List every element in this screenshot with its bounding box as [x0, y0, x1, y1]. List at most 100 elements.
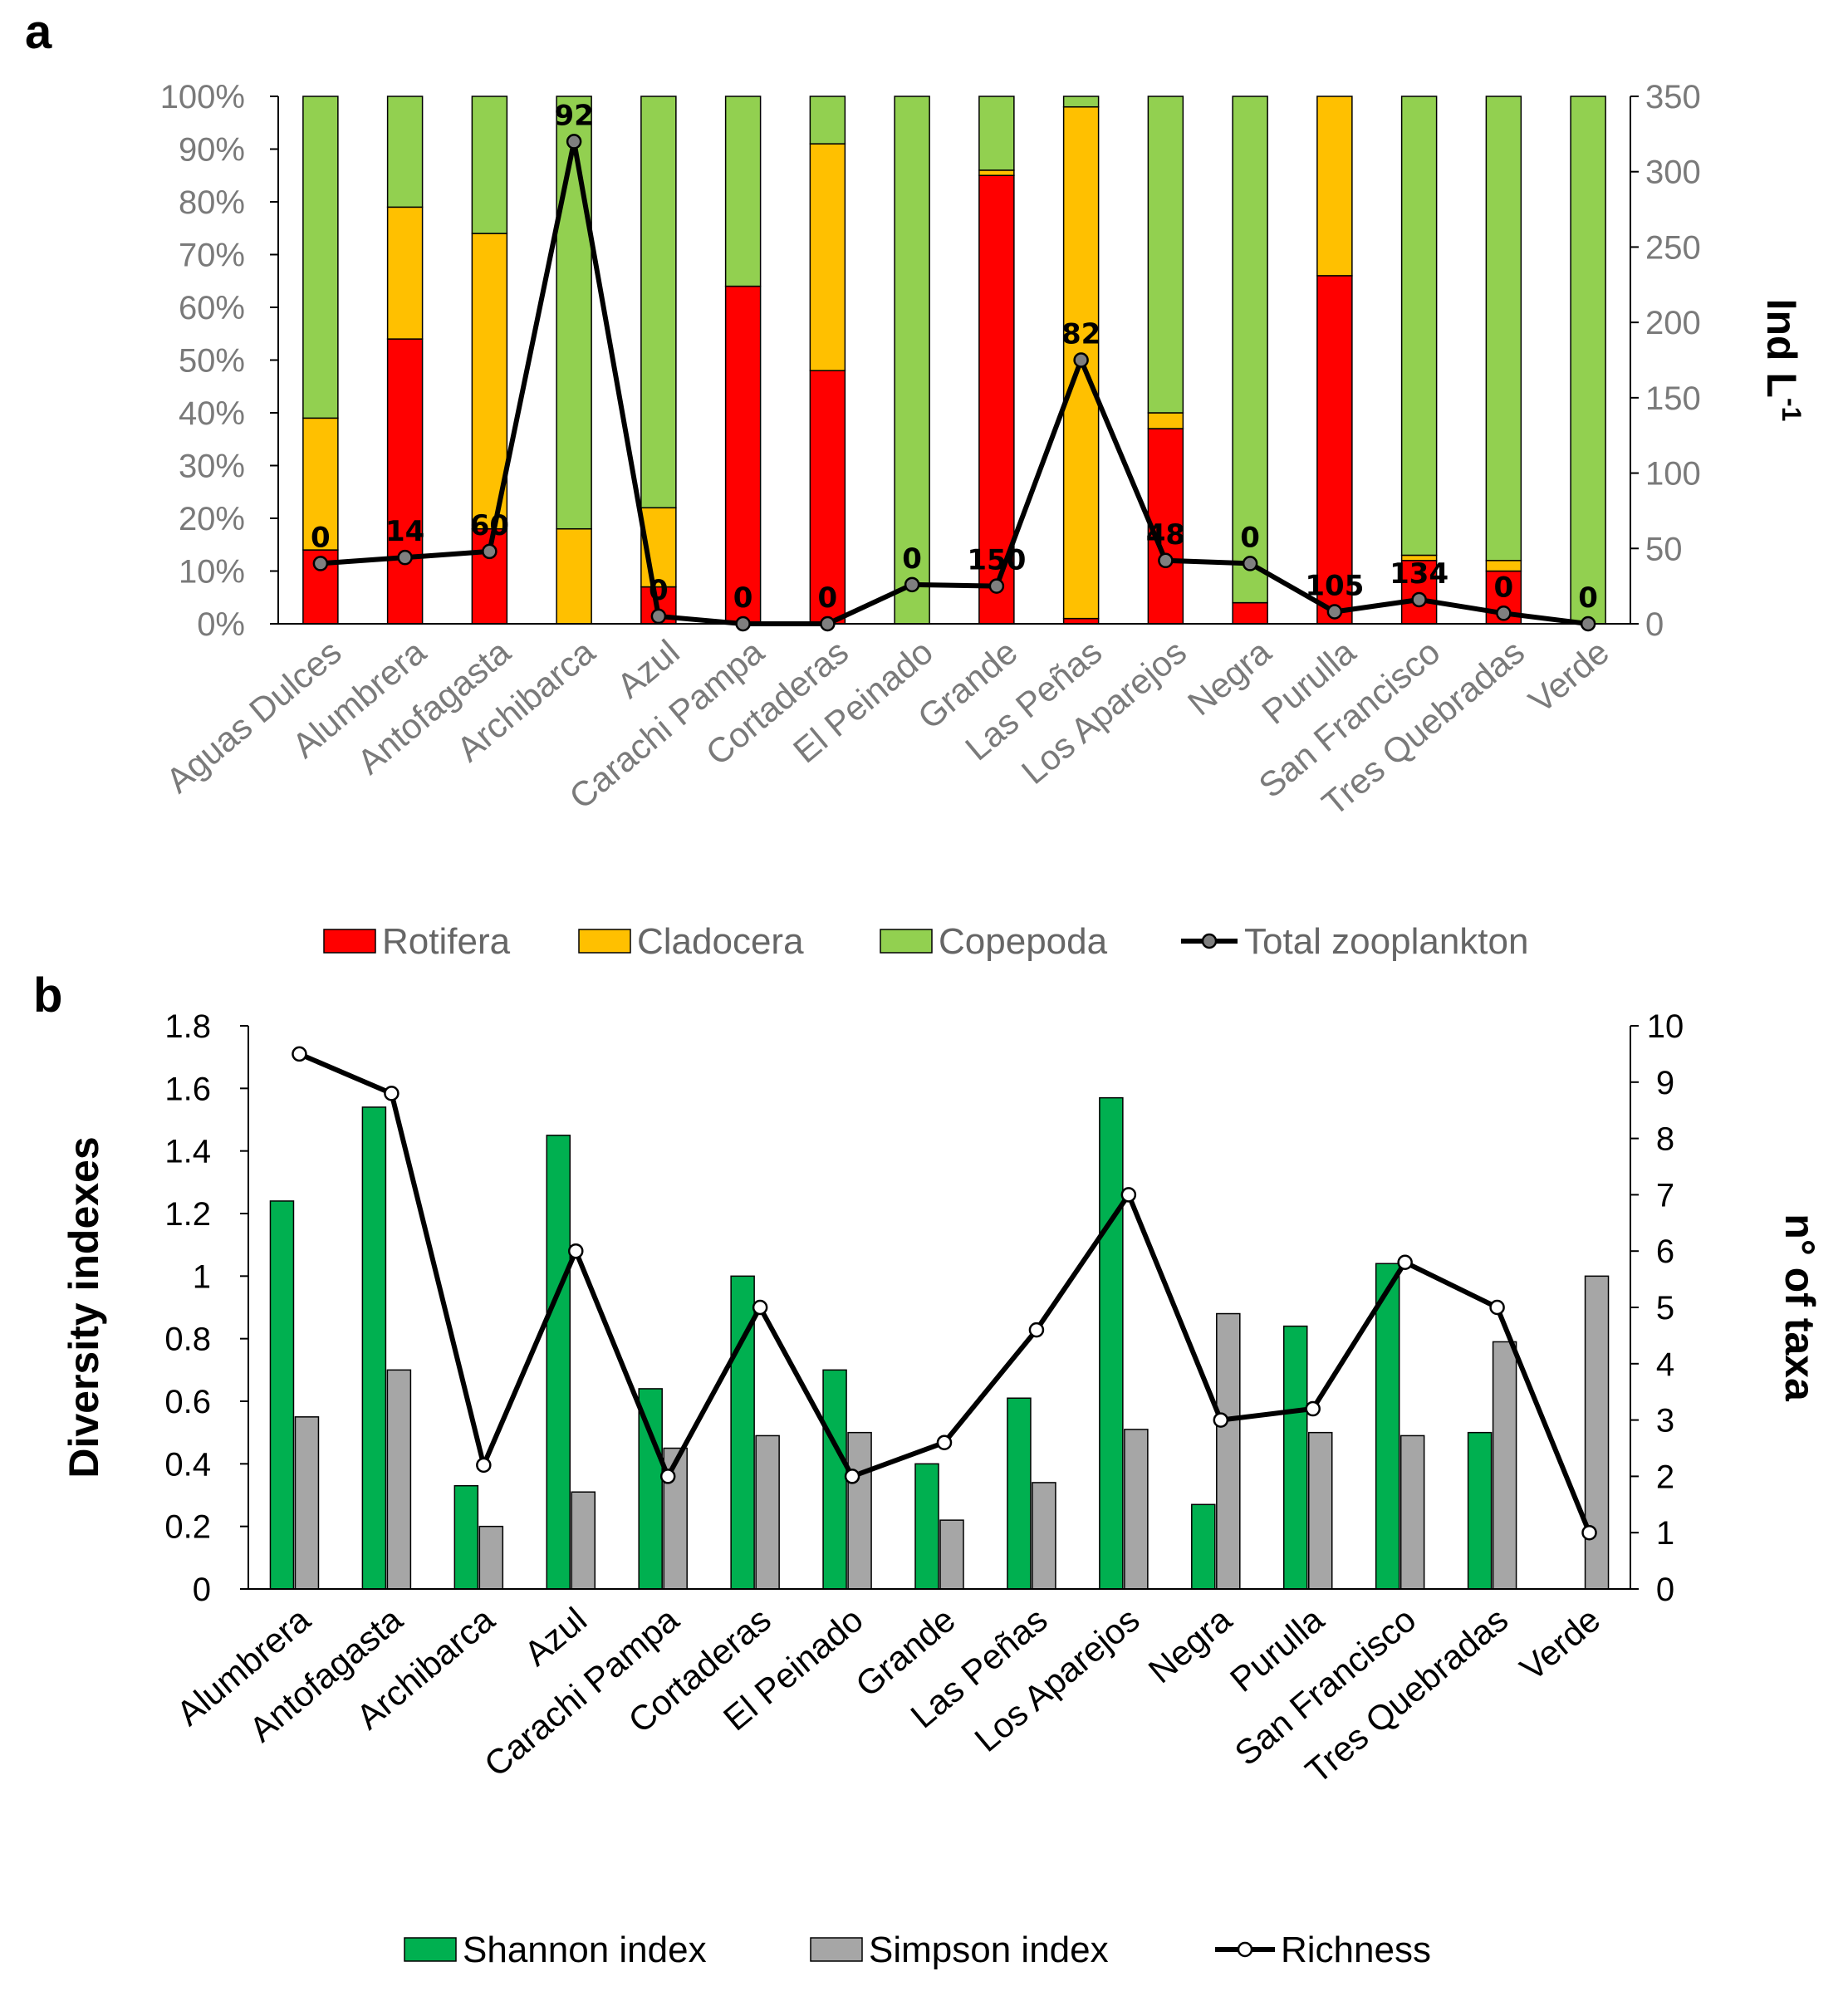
point-total-zooplankton-purulla [1326, 604, 1343, 620]
point-richness-negra [1213, 1412, 1229, 1428]
point-total-zooplankton-tres-quebradas [1496, 606, 1512, 621]
y-right-tick-label: 350 [1645, 79, 1701, 115]
bar-shannon-index-el-peinado [822, 1369, 847, 1590]
bar-copepoda-archibarca [556, 96, 592, 530]
data-label-las-penas: 82 [1061, 318, 1100, 351]
point-richness-cortaderas [752, 1299, 768, 1316]
legend-label-simpson-index: Simpson index [869, 1930, 1109, 1970]
y-left-tick-label: 60% [179, 290, 245, 326]
point-richness-tres-quebradas [1489, 1299, 1505, 1316]
y-right-tick-label: 2 [1656, 1459, 1674, 1495]
data-label-aguas-dulces: 0 [311, 521, 331, 554]
y-right-tick-label: 250 [1645, 229, 1701, 266]
data-label-san-francisco: 134 [1390, 557, 1448, 591]
point-richness-archibarca [476, 1457, 492, 1474]
legend-label-total-zooplankton: Total zooplankton [1244, 921, 1528, 962]
y-right-tick-label: 50 [1645, 531, 1683, 567]
point-total-zooplankton-negra [1242, 556, 1258, 571]
y-right-tick-label: 5 [1656, 1290, 1674, 1327]
bar-copepoda-azul [640, 96, 677, 509]
bar-shannon-index-los-aparejos [1099, 1096, 1124, 1590]
bar-cladocera-archibarca [556, 527, 592, 625]
point-total-zooplankton-archibarca [566, 134, 582, 150]
data-label-azul: 0 [649, 574, 669, 607]
bar-simpson-index-los-aparejos [1124, 1429, 1149, 1590]
data-label-verde: 0 [1578, 581, 1598, 615]
point-total-zooplankton-los-aparejos [1158, 552, 1174, 569]
bar-copepoda-grande [978, 96, 1015, 171]
bar-shannon-index-purulla [1282, 1325, 1308, 1590]
bar-rotifera-los-aparejos [1147, 428, 1184, 625]
legend-marker-total-zooplankton [1201, 933, 1218, 949]
y-left-tick-label: 0.8 [164, 1322, 211, 1358]
bar-copepoda-el-peinado [894, 96, 930, 625]
point-richness-san-francisco [1397, 1254, 1413, 1271]
chart-panel-b: 0 0.2 0.4 0.6 0.8 1 1.2 1.4 1.6 1.8 0 1 2 3 4 5 6 7 8 9 10 Di… [61, 1008, 1823, 1970]
bar-shannon-index-grande [914, 1463, 939, 1590]
point-total-zooplankton-antofagasta [482, 543, 498, 560]
point-richness-carachi-pampa [659, 1469, 676, 1484]
bar-cladocera-antofagasta [471, 233, 508, 530]
y-right-tick-label: 150 [1645, 380, 1701, 417]
y-left-tick-label: 0 [193, 1572, 211, 1608]
point-richness-las-penas [1028, 1322, 1045, 1338]
point-total-zooplankton-cortaderas [820, 615, 836, 632]
data-label-tres-quebradas: 0 [1494, 571, 1514, 604]
data-label-cortaderas: 0 [818, 581, 838, 615]
y-left-tick-label: 1.2 [164, 1196, 211, 1233]
bar-copepoda-san-francisco [1400, 96, 1438, 557]
y-left-tick-label: 1.6 [164, 1071, 211, 1107]
legend-swatch-copepoda [880, 929, 933, 954]
point-total-zooplankton-aguas-dulces [312, 556, 329, 571]
bar-cladocera-aguas-dulces [302, 417, 339, 551]
y-left-tick-label: 20% [179, 501, 245, 537]
point-richness-alumbrera [292, 1046, 307, 1062]
bar-cladocera-grande [978, 169, 1015, 176]
bar-simpson-index-tres-quebradas [1492, 1341, 1517, 1590]
bar-simpson-index-san-francisco [1399, 1434, 1425, 1590]
point-total-zooplankton-azul [650, 608, 667, 625]
y-left-tick-label: 80% [179, 184, 245, 221]
data-label-el-peinado: 0 [902, 542, 922, 576]
bar-shannon-index-negra [1191, 1503, 1216, 1590]
bar-simpson-index-negra [1216, 1312, 1241, 1590]
y-left-tick-label: 100% [160, 79, 245, 115]
legend-swatch-shannon-index [404, 1937, 457, 1962]
y-left-tick-label: 50% [179, 343, 245, 380]
bar-shannon-index-antofagasta [361, 1106, 387, 1590]
y-axis-left-title: Diversity indexes [61, 1136, 107, 1478]
bar-copepoda-los-aparejos [1147, 96, 1184, 414]
bar-simpson-index-cortaderas [755, 1434, 780, 1590]
y-right-tick-label: 10 [1647, 1008, 1684, 1045]
y-left-tick-label: 30% [179, 449, 245, 485]
bar-copepoda-antofagasta [471, 96, 508, 234]
y-right-tick-label: 100 [1645, 456, 1701, 493]
point-total-zooplankton-carachi-pampa [735, 615, 751, 632]
legend-label-rotifera: Rotifera [382, 921, 511, 962]
bar-shannon-index-tres-quebradas [1467, 1431, 1493, 1590]
bar-simpson-index-las-penas [1032, 1482, 1056, 1590]
bar-cladocera-alumbrera [386, 206, 424, 340]
y-left-tick-label: 1 [193, 1258, 211, 1295]
y-right-tick-label: 7 [1656, 1177, 1674, 1214]
legend-label-copepoda: Copepoda [939, 921, 1108, 962]
y-right-tick-label: 4 [1656, 1346, 1674, 1383]
point-richness-purulla [1305, 1400, 1321, 1417]
y-left-tick-label: 1.4 [164, 1134, 211, 1170]
y-left-tick-label: 40% [179, 395, 245, 432]
bar-simpson-index-antofagasta [386, 1369, 412, 1590]
y-axis-right-title: n° of taxa [1777, 1214, 1823, 1402]
y-right-tick-label: 9 [1656, 1065, 1674, 1101]
line-total-zooplankton [320, 139, 1589, 626]
legend-swatch-rotifera [323, 929, 376, 954]
bar-shannon-index-archibarca [453, 1484, 479, 1590]
y-right-tick-label: 200 [1645, 305, 1701, 341]
legend-marker-richness [1237, 1941, 1253, 1958]
point-total-zooplankton-el-peinado [904, 576, 920, 593]
point-richness-los-aparejos [1120, 1187, 1137, 1203]
point-total-zooplankton-san-francisco [1411, 591, 1427, 608]
bar-copepoda-alumbrera [386, 96, 424, 208]
y-right-tick-label: 0 [1656, 1572, 1674, 1608]
chart-panel-a: 0% 10% 20% 30% 40% 50% 60% 70% 80% 90% 100% 0 50 100 1… [159, 79, 1806, 962]
